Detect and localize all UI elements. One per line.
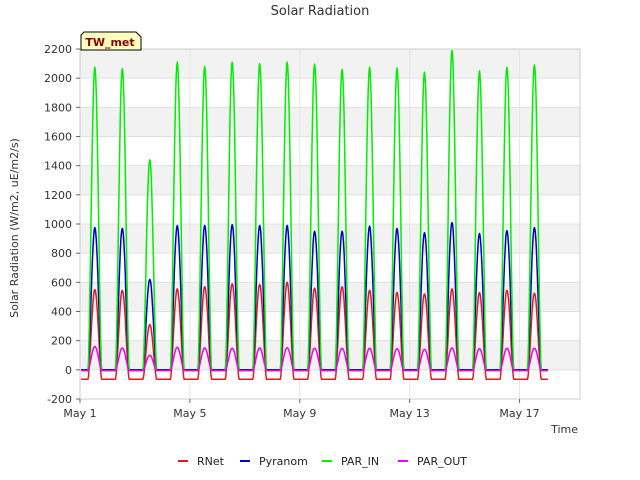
y-tick-label: -200 <box>47 393 72 406</box>
y-axis-ticks: -200 0 200 400 600 800 1000 1200 1400 1600 1800 200… <box>44 43 80 406</box>
y-axis-title: Solar Radiation (W/m2, uE/m2/s) <box>8 138 21 318</box>
y-tick-label: 0 <box>65 364 72 377</box>
y-tick-label: 800 <box>51 247 72 260</box>
y-tick-label: 2200 <box>44 43 72 56</box>
grid-band <box>80 107 580 137</box>
legend: RNet Pyranom PAR_IN PAR_OUT <box>178 455 467 468</box>
x-tick-label: May 17 <box>499 407 539 420</box>
legend-item-par-out: PAR_OUT <box>398 455 467 468</box>
grid-band <box>80 165 580 195</box>
station-badge-label: TW_met <box>85 36 134 49</box>
y-tick-label: 600 <box>51 276 72 289</box>
y-tick-label: 2000 <box>44 72 72 85</box>
x-tick-label: May 5 <box>173 407 206 420</box>
y-tick-label: 1400 <box>44 160 72 173</box>
chart-title: Solar Radiation <box>271 4 370 19</box>
y-tick-label: 1000 <box>44 218 72 231</box>
y-tick-label: 1600 <box>44 131 72 144</box>
legend-label: PAR_OUT <box>417 455 467 468</box>
x-axis-title: Time <box>550 423 578 436</box>
grid-band <box>80 282 580 312</box>
x-axis-ticks: May 1 May 5 May 9 May 13 May 17 <box>63 399 540 420</box>
series-line-par-out <box>81 345 548 372</box>
grid-band <box>80 340 580 370</box>
legend-item-rnet: RNet <box>178 455 225 468</box>
y-tick-label: 200 <box>51 335 72 348</box>
station-badge-shape <box>80 31 142 51</box>
y-tick-label: 1200 <box>44 189 72 202</box>
series-layer <box>81 49 548 381</box>
x-tick-label: May 9 <box>283 407 316 420</box>
y-tick-label: 1800 <box>44 101 72 114</box>
legend-label: RNet <box>197 455 225 468</box>
series-line-par-in <box>81 49 548 372</box>
grid-band <box>80 224 580 254</box>
y-tick-label: 400 <box>51 306 72 319</box>
legend-item-par-in: PAR_IN <box>322 455 379 468</box>
station-badge: TW_met <box>80 31 142 51</box>
grid-band <box>80 49 580 79</box>
x-tick-label: May 1 <box>63 407 96 420</box>
legend-label: PAR_IN <box>341 455 379 468</box>
legend-item-pyranom: Pyranom <box>240 455 308 468</box>
legend-label: Pyranom <box>259 455 308 468</box>
x-tick-label: May 13 <box>390 407 430 420</box>
grid-bands <box>80 49 580 370</box>
